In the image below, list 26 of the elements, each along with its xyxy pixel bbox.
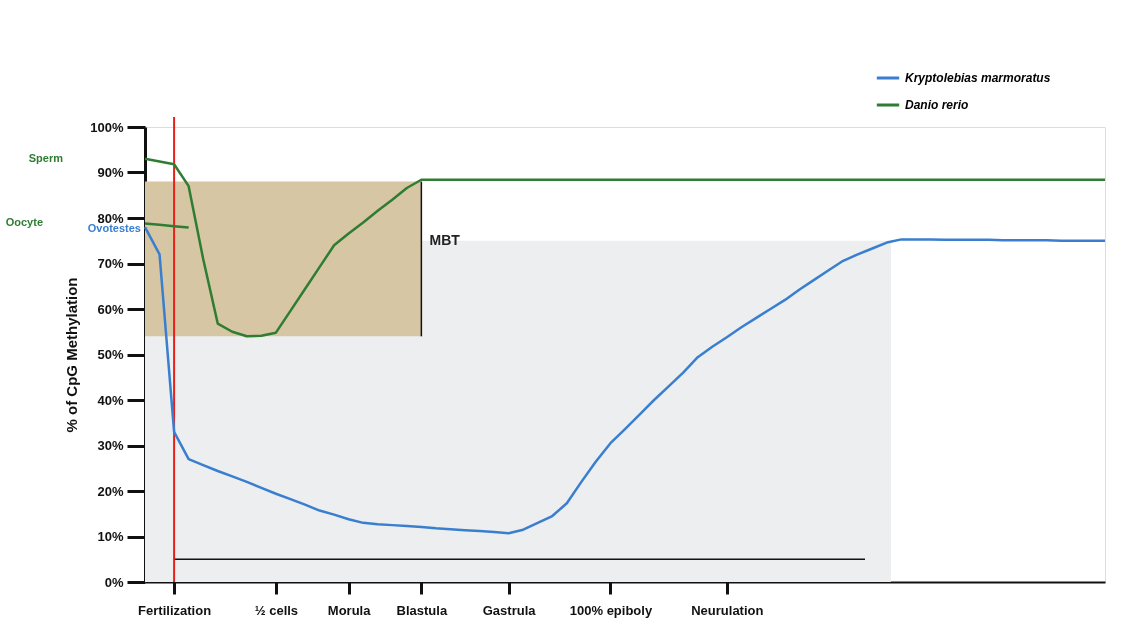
x-tick-label: Fertilization (138, 602, 212, 618)
text: Sperm (28, 151, 64, 164)
x-tick-label: Neurulation (691, 602, 764, 618)
y-tick-label: 30% (97, 438, 124, 453)
y-tick-label: 10% (97, 529, 124, 544)
x-tick-label: Blastula (396, 602, 448, 618)
x-tick-label: 100% epiboly (569, 602, 653, 618)
text: Ovotestes (87, 222, 141, 235)
y-axis-title: % of CpG Methylation (63, 277, 81, 433)
y-tick-label: 60% (97, 301, 124, 317)
y-tick-label: 0% (104, 574, 124, 590)
x-tick-label: Gastrula (482, 602, 537, 618)
legend-label: Kryptolebias marmoratus (905, 71, 1051, 85)
line-series (143, 225, 1107, 535)
line-series (143, 157, 1107, 338)
y-tick-label: 50% (97, 347, 124, 362)
y-tick-label: 40% (97, 392, 124, 408)
y-tick-label: 70% (97, 256, 124, 271)
annotation: MBT (429, 231, 461, 248)
x-tick-label: Morula (327, 602, 372, 618)
y-tick-label: 100% (90, 119, 124, 135)
x-tick-label: ½ cells (254, 602, 299, 618)
y-tick-label: 90% (97, 165, 124, 180)
text: Oocyte (5, 215, 43, 228)
legend-label: Danio rerio (905, 98, 969, 112)
y-tick-label: 20% (97, 483, 124, 499)
